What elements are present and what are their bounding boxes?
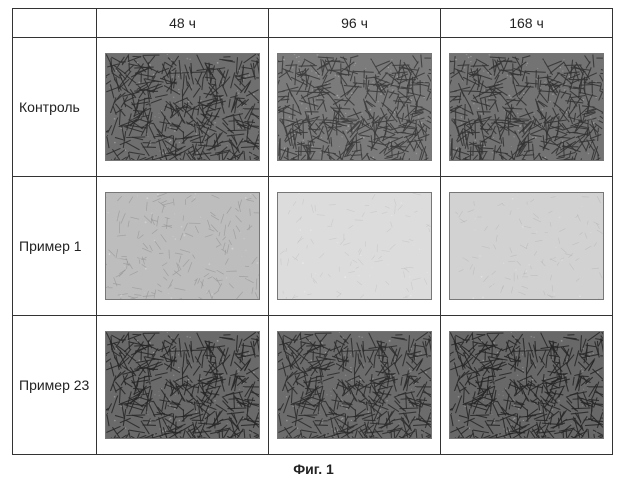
micrograph-image bbox=[105, 53, 260, 161]
figure-caption: Фиг. 1 bbox=[12, 461, 615, 477]
micrograph-cell bbox=[97, 177, 269, 316]
header-blank bbox=[13, 9, 97, 38]
col-header-1: 96 ч bbox=[269, 9, 441, 38]
micrograph-image bbox=[277, 331, 432, 439]
table-row: Пример 23 bbox=[13, 316, 613, 455]
micrograph-image bbox=[449, 331, 604, 439]
row-label-2: Пример 23 bbox=[13, 316, 97, 455]
col-header-0: 48 ч bbox=[97, 9, 269, 38]
micrograph-grid-table: 48 ч 96 ч 168 ч Контроль Пример 1 Пример… bbox=[12, 8, 613, 455]
row-label-0: Контроль bbox=[13, 38, 97, 177]
micrograph-image bbox=[449, 53, 604, 161]
micrograph-cell bbox=[441, 38, 613, 177]
table-row: Пример 1 bbox=[13, 177, 613, 316]
micrograph-cell bbox=[97, 38, 269, 177]
micrograph-image bbox=[449, 192, 604, 300]
micrograph-cell bbox=[97, 316, 269, 455]
row-label-1: Пример 1 bbox=[13, 177, 97, 316]
table-row: Контроль bbox=[13, 38, 613, 177]
micrograph-cell bbox=[441, 177, 613, 316]
header-row: 48 ч 96 ч 168 ч bbox=[13, 9, 613, 38]
micrograph-image bbox=[277, 192, 432, 300]
micrograph-image bbox=[277, 53, 432, 161]
micrograph-cell bbox=[269, 177, 441, 316]
micrograph-cell bbox=[441, 316, 613, 455]
micrograph-cell bbox=[269, 316, 441, 455]
micrograph-image bbox=[105, 331, 260, 439]
micrograph-image bbox=[105, 192, 260, 300]
col-header-2: 168 ч bbox=[441, 9, 613, 38]
micrograph-cell bbox=[269, 38, 441, 177]
figure-panel: 48 ч 96 ч 168 ч Контроль Пример 1 Пример… bbox=[0, 0, 627, 477]
